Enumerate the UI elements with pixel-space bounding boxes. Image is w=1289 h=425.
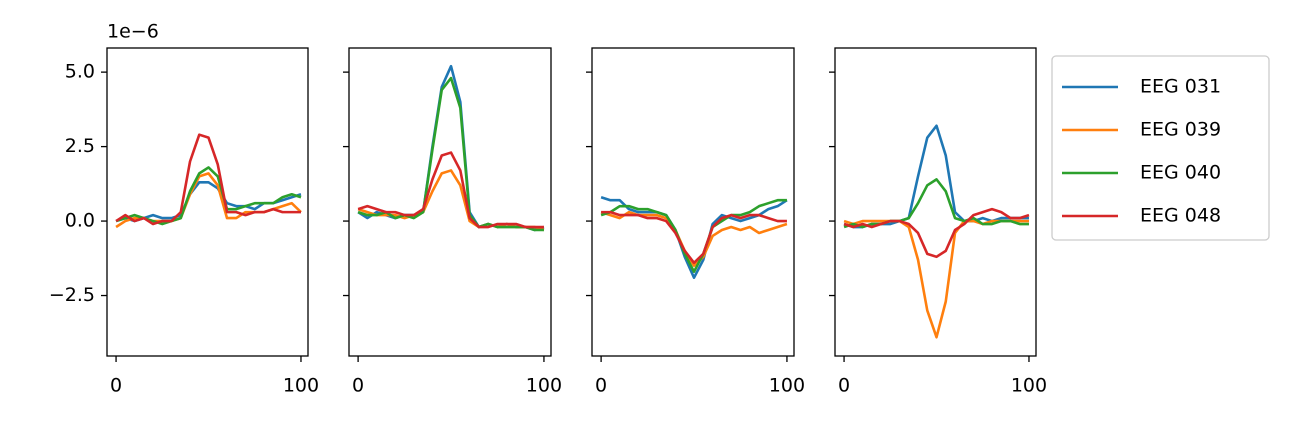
x-tick-label: 100 xyxy=(769,375,805,397)
line-series xyxy=(601,210,787,265)
y-tick-label: 0.0 xyxy=(65,210,95,232)
line-series xyxy=(115,166,302,226)
x-tick-label: 100 xyxy=(526,375,562,397)
axes-frame xyxy=(591,47,795,357)
line-series xyxy=(600,198,787,274)
axes-frame xyxy=(348,47,552,357)
axes-frame xyxy=(834,47,1037,357)
x-tick-label: 100 xyxy=(283,375,319,397)
line-series xyxy=(843,219,1029,339)
line-series xyxy=(843,178,1029,229)
line-series xyxy=(357,76,544,232)
y-offset-text: 1e−6 xyxy=(107,21,159,43)
line-series xyxy=(600,210,788,268)
line-series xyxy=(357,151,544,229)
legend-label: EEG 039 xyxy=(1140,119,1221,141)
x-tick-label: 0 xyxy=(352,375,364,397)
line-series xyxy=(843,207,1030,259)
line-series xyxy=(357,64,545,232)
legend-label: EEG 048 xyxy=(1140,205,1221,227)
line-series xyxy=(357,169,545,232)
legend-label: EEG 040 xyxy=(1140,162,1221,184)
x-tick-label: 100 xyxy=(1011,375,1047,397)
legend-label: EEG 031 xyxy=(1140,76,1221,98)
x-tick-label: 0 xyxy=(595,375,607,397)
legend-box xyxy=(1051,55,1270,241)
y-tick-label: −2.5 xyxy=(49,284,95,306)
line-series xyxy=(115,133,301,226)
y-tick-label: 5.0 xyxy=(65,61,95,83)
axes-frame xyxy=(106,47,309,357)
x-tick-label: 0 xyxy=(838,375,850,397)
y-tick-label: 2.5 xyxy=(65,135,95,157)
x-tick-label: 0 xyxy=(110,375,122,397)
